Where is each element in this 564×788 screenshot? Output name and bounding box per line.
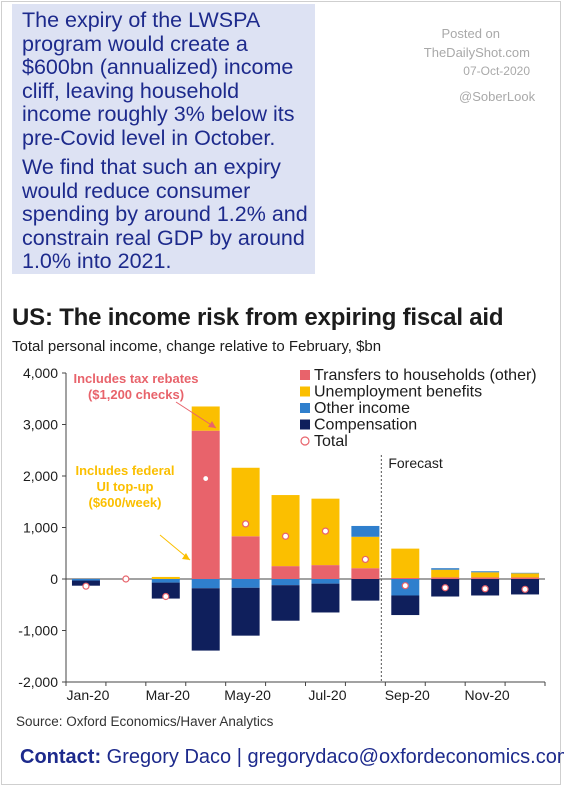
y-tick-label: -2,000 xyxy=(18,674,58,690)
annotation-arrow xyxy=(175,401,217,429)
bar-segment xyxy=(351,568,380,579)
y-tick-label: 0 xyxy=(50,571,58,587)
bar-segment xyxy=(471,572,500,578)
bar-segment xyxy=(271,566,300,579)
y-tick-label: 4,000 xyxy=(23,365,58,381)
bar-segment xyxy=(391,595,420,616)
bar-segment xyxy=(511,572,540,574)
bar-segment xyxy=(311,583,340,613)
bar-segment xyxy=(431,569,460,578)
bar-segment xyxy=(191,588,220,651)
watermark-site: TheDailyShot.com xyxy=(423,45,530,60)
y-tick-label: -1,000 xyxy=(18,623,58,639)
watermark-date: 07-Oct-2020 xyxy=(463,64,530,78)
source-note: Source: Oxford Economics/Haver Analytics xyxy=(16,714,274,729)
contact-line: Contact: Gregory Daco | gregorydaco@oxfo… xyxy=(20,746,564,769)
annotation-arrowhead xyxy=(208,421,216,428)
total-marker xyxy=(122,575,130,583)
bar-segment xyxy=(391,577,420,579)
watermark-handle: @SoberLook xyxy=(459,89,536,104)
callout-paragraph-2: We find that such an expiry would reduce… xyxy=(22,155,308,273)
callout-paragraph-1: The expiry of the LWSPA program would cr… xyxy=(22,8,295,150)
total-marker xyxy=(82,582,90,590)
chart-subtitle: Total personal income, change relative t… xyxy=(12,338,382,355)
total-marker xyxy=(321,527,330,535)
x-tick-label: Sep-20 xyxy=(385,687,430,703)
legend-label: Compensation xyxy=(314,417,417,434)
chart: -2,000 -1,000 0 1,000 2,000 3,000 4,000 Jan-20 M… xyxy=(18,365,546,703)
legend-swatch xyxy=(300,419,310,430)
bar-segment xyxy=(351,525,380,537)
bar-segment xyxy=(191,579,220,589)
bar-segment xyxy=(231,587,260,636)
bar-segment xyxy=(311,565,340,579)
legend-label: Other income xyxy=(314,400,410,417)
callout-box: The expiry of the LWSPA program would cr… xyxy=(12,4,315,274)
annotation-arrowhead xyxy=(182,553,190,560)
total-marker xyxy=(361,555,369,564)
watermark-posted: Posted on xyxy=(441,26,500,41)
bar-segment xyxy=(191,406,220,431)
total-marker xyxy=(401,582,409,590)
x-tick-label: Nov-20 xyxy=(465,687,510,703)
bar-segment xyxy=(471,571,500,573)
bar-segment xyxy=(391,548,420,578)
total-marker xyxy=(202,474,210,483)
bar-segment xyxy=(431,568,460,570)
bar-segment xyxy=(231,579,260,588)
bar-segment xyxy=(191,430,220,579)
bar-segment xyxy=(351,579,380,601)
y-tick-label: 3,000 xyxy=(23,417,58,433)
legend-swatch xyxy=(300,386,310,397)
annotation-label: Includes federal xyxy=(76,463,175,478)
annotation-label: Includes tax rebates xyxy=(74,371,199,386)
total-marker xyxy=(162,592,170,601)
annotation-label: ($600/week) xyxy=(89,495,162,510)
bar-segment xyxy=(151,582,180,599)
bar-segment xyxy=(431,577,460,579)
bar-segment xyxy=(271,495,300,567)
annotation-label: UI top-up xyxy=(96,479,153,494)
chart-title: US: The income risk from expiring fiscal… xyxy=(12,304,504,331)
legend-swatch xyxy=(300,403,310,413)
bar-segment xyxy=(351,536,380,569)
x-tick-label: Jan-20 xyxy=(67,687,110,703)
total-marker xyxy=(441,584,449,592)
y-tick-label: 1,000 xyxy=(23,520,58,536)
legend-label: Total xyxy=(314,433,348,450)
annotation-label: ($1,200 checks) xyxy=(88,387,184,402)
x-tick-label: Jul-20 xyxy=(308,687,346,703)
y-tick-label: 2,000 xyxy=(23,468,58,484)
total-marker xyxy=(242,520,250,528)
bar-segment xyxy=(311,579,340,584)
total-marker xyxy=(481,585,489,593)
watermark: Posted on TheDailyShot.com 07-Oct-2020 xyxy=(424,26,530,78)
bar-segment xyxy=(151,576,180,579)
legend-swatch xyxy=(300,370,310,380)
contact-text: Gregory Daco | gregorydaco@oxfordeconomi… xyxy=(101,746,564,768)
bar-segment xyxy=(271,585,300,621)
legend-label: Transfers to households (other) xyxy=(314,367,537,384)
legend-total-marker xyxy=(300,436,310,446)
bar-segment xyxy=(271,579,300,586)
legend-label: Unemployment benefits xyxy=(314,384,482,401)
x-tick-label: Mar-20 xyxy=(146,687,191,703)
forecast-label: Forecast xyxy=(388,455,443,471)
x-tick-label: May-20 xyxy=(224,687,271,703)
bar-segment xyxy=(511,573,540,578)
bar-segment xyxy=(511,577,540,579)
contact-label: Contact: xyxy=(20,746,102,768)
bar-segment xyxy=(231,536,260,579)
bar-segment xyxy=(151,579,180,583)
total-marker xyxy=(521,585,529,593)
total-marker xyxy=(281,532,290,540)
bar-segment xyxy=(471,577,500,579)
bar-segment xyxy=(71,579,100,581)
